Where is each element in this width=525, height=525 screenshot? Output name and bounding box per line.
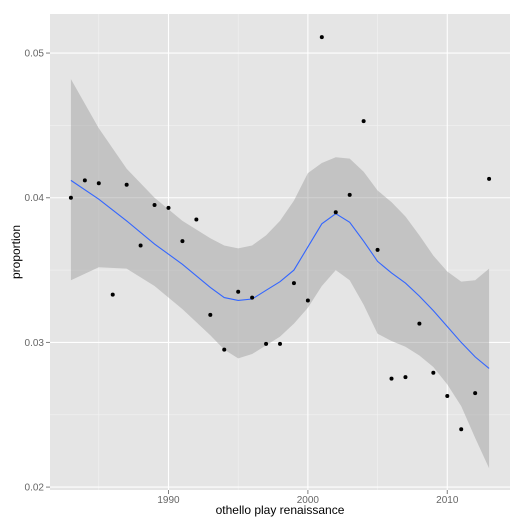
data-point	[291, 281, 296, 286]
data-point	[487, 176, 492, 181]
data-point	[375, 247, 380, 252]
data-points-layer	[68, 35, 492, 432]
y-tick-label: 0.04	[25, 193, 45, 204]
x-tick-label: 2010	[436, 495, 459, 506]
data-point	[333, 210, 338, 215]
data-point	[152, 202, 157, 207]
data-point	[180, 239, 185, 244]
confidence-band-layer	[70, 79, 490, 469]
data-point	[96, 181, 101, 186]
x-tick-label: 2000	[297, 495, 320, 506]
y-tick-label: 0.05	[25, 49, 45, 60]
data-point	[473, 391, 478, 396]
data-point	[431, 370, 436, 375]
data-point	[319, 35, 324, 40]
smooth-line-layer	[70, 179, 490, 369]
y-tick-label: 0.03	[25, 338, 45, 349]
y-tick-label: 0.02	[25, 483, 45, 494]
data-point	[264, 341, 269, 346]
data-point	[403, 375, 408, 380]
data-point	[445, 393, 450, 398]
data-point	[110, 292, 115, 297]
data-point	[417, 321, 422, 326]
data-point	[250, 295, 255, 300]
confidence-band	[70, 79, 490, 469]
data-point	[459, 427, 464, 432]
data-point	[361, 119, 366, 124]
data-point	[278, 341, 282, 346]
data-point	[222, 347, 227, 352]
data-point	[166, 205, 171, 210]
plot-panel-background	[50, 14, 510, 490]
data-point	[82, 178, 87, 183]
data-point	[389, 376, 394, 381]
data-point	[236, 289, 241, 294]
data-point	[124, 182, 129, 187]
x-tick-label: 1990	[157, 495, 180, 506]
data-point	[68, 195, 73, 200]
data-point	[208, 312, 213, 317]
data-point	[347, 192, 352, 197]
smooth-line	[70, 179, 490, 369]
data-point	[305, 298, 310, 303]
data-point	[194, 217, 199, 222]
y-axis-title: proportion	[9, 225, 23, 279]
axis-ticks-layer: 1990 2000 2010 0.02 0.03 0.04 0.05	[25, 49, 459, 506]
x-axis-title: othello play renaissance	[216, 503, 345, 517]
data-point	[138, 243, 143, 248]
